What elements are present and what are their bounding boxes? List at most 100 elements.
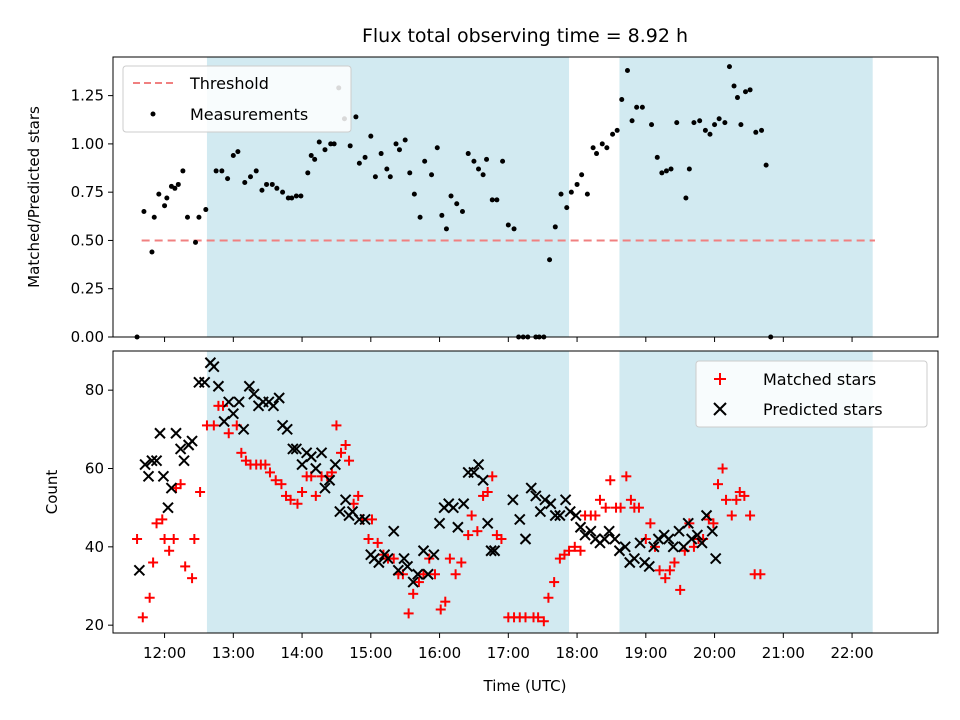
measurement-point	[328, 141, 334, 147]
predicted-stars-point	[628, 552, 641, 565]
top-legend: Threshold Measurements	[122, 65, 352, 133]
measurement-point	[610, 131, 616, 137]
top-y-tick-label: 0.50	[71, 231, 104, 249]
matched-stars-point	[187, 573, 198, 584]
x-tick-label: 18:00	[555, 644, 598, 662]
predicted-stars-point	[208, 360, 220, 373]
predicted-stars-point	[691, 529, 704, 541]
measurement-point	[149, 249, 155, 255]
predicted-stars-point	[481, 517, 494, 530]
measurement-point	[489, 197, 495, 203]
measurement-point	[604, 145, 610, 151]
measurement-point	[448, 193, 454, 199]
measurement-point	[289, 195, 295, 201]
measurement-point	[649, 122, 655, 128]
measurement-point	[500, 158, 506, 164]
measurement-point	[731, 83, 737, 89]
matched-stars-point	[675, 584, 686, 595]
measurement-point	[763, 162, 769, 168]
legend-matched-swatch	[714, 373, 726, 385]
top-panel: 0.00 0.25 0.50 0.75 1.00 1.25 Matched/Predict…	[25, 56, 939, 346]
predicted-stars-point	[710, 552, 722, 565]
matched-stars-point	[564, 545, 575, 556]
predicted-stars-point	[417, 545, 430, 557]
matched-stars-point	[270, 475, 281, 486]
measurement-point	[372, 174, 378, 180]
measurement-point	[248, 174, 253, 180]
measurement-point	[574, 181, 580, 187]
measurement-point	[579, 172, 585, 178]
predicted-stars-point	[267, 400, 280, 412]
measurement-point	[663, 168, 669, 174]
measurement-point	[308, 152, 314, 158]
predicted-stars-point	[165, 482, 178, 494]
legend-matched-label: Matched stars	[763, 370, 876, 389]
matched-stars-point	[654, 565, 665, 576]
measurement-point	[225, 176, 231, 182]
predicted-stars-point	[696, 537, 708, 549]
predicted-stars-point	[296, 458, 308, 471]
measurement-point	[362, 154, 368, 160]
matched-stars-point	[236, 447, 247, 458]
matched-stars-point	[148, 557, 159, 568]
x-tick-label: 22:00	[830, 644, 873, 662]
measurement-point	[465, 151, 471, 157]
predicted-stars-point	[472, 458, 485, 471]
matched-stars-point	[344, 455, 355, 466]
predicted-stars-point	[170, 427, 182, 439]
measurement-point	[316, 139, 322, 145]
top-y-tick-label: 1.00	[71, 135, 104, 153]
legend-measurements-label: Measurements	[190, 105, 308, 124]
measurement-point	[443, 226, 449, 232]
predicted-stars-point	[468, 466, 480, 479]
predicted-stars-point	[603, 525, 615, 537]
predicted-stars-point	[452, 521, 464, 533]
predicted-stars-point	[248, 388, 260, 400]
predicted-stars-point	[150, 454, 163, 467]
matched-stars-point	[340, 440, 351, 450]
matched-stars-point	[466, 510, 477, 521]
bottom-y-axis-label: Count	[43, 470, 61, 515]
matched-stars-point	[590, 510, 601, 521]
measurement-point	[393, 141, 399, 147]
measurement-point	[387, 174, 393, 180]
bottom-panel: 20 40 60 80 12:00 13:00 14:00 15:00 16:00 17:00 1…	[43, 350, 939, 695]
predicted-stars-point	[305, 451, 317, 463]
predicted-stars-point	[319, 482, 331, 494]
measurement-point	[624, 68, 630, 74]
predicted-stars-point	[227, 407, 240, 420]
measurement-point	[590, 145, 596, 151]
predicted-stars-point	[613, 545, 626, 557]
predicted-stars-point	[598, 533, 611, 545]
predicted-stars-point	[186, 435, 198, 447]
measurement-point	[476, 166, 482, 172]
predicted-stars-point	[634, 537, 646, 549]
measurement-point	[712, 122, 718, 128]
matched-stars-point	[533, 612, 544, 623]
measurement-point	[511, 226, 517, 232]
bottom-y-tick-label: 80	[85, 381, 104, 399]
measurement-point	[759, 127, 765, 133]
matched-stars-point	[408, 588, 419, 599]
predicted-stars-point	[488, 545, 501, 557]
matched-stars-point	[569, 541, 580, 552]
measurement-point	[691, 120, 697, 126]
measurement-point	[378, 151, 384, 157]
matched-stars-point	[482, 487, 493, 497]
predicted-stars-point	[545, 498, 557, 510]
matched-stars-point	[413, 577, 424, 588]
matched-stars-point	[713, 479, 723, 490]
predicted-stars-point	[428, 548, 440, 561]
predicted-stars-point	[422, 568, 434, 580]
matched-stars-point	[487, 471, 498, 482]
measurement-point	[203, 207, 209, 213]
predicted-stars-point	[334, 505, 346, 518]
matched-stars-point	[223, 428, 234, 439]
matched-stars-point	[496, 534, 507, 544]
measurement-point	[454, 201, 460, 207]
measurement-point	[459, 208, 465, 214]
matched-stars-point	[285, 494, 296, 505]
measurement-point	[253, 168, 259, 174]
x-tick-label: 21:00	[762, 644, 805, 662]
predicted-stars-point	[534, 505, 547, 518]
